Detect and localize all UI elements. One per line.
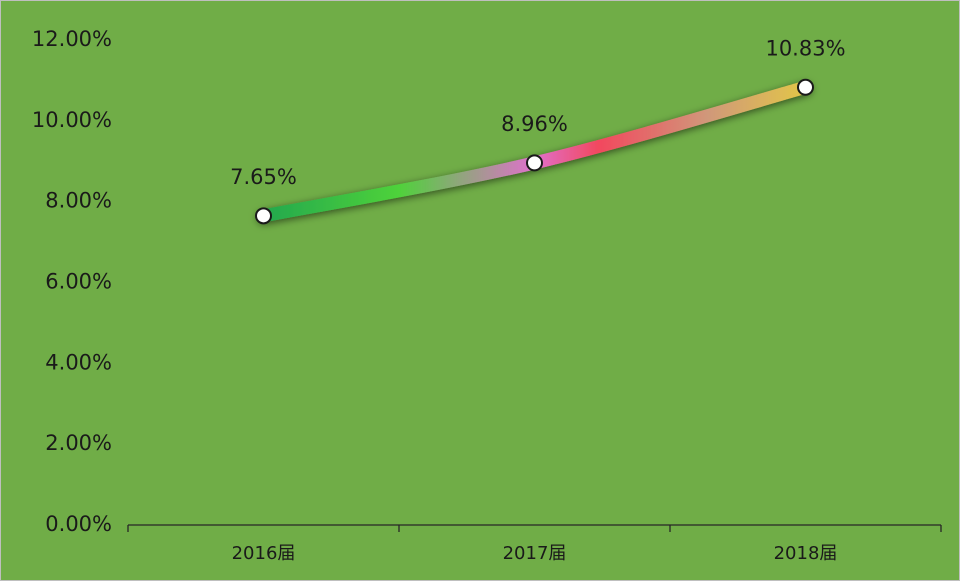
marker <box>255 207 272 225</box>
x-tick-label: 2016届 <box>232 543 296 564</box>
y-tick-label: 2.00% <box>45 431 112 455</box>
y-tick-label: 6.00% <box>45 270 112 294</box>
y-tick-label: 10.00% <box>32 108 112 132</box>
marker <box>797 78 814 96</box>
y-tick-label: 0.00% <box>45 512 112 536</box>
data-label: 7.65% <box>230 165 297 189</box>
y-tick-label: 8.00% <box>45 189 112 213</box>
x-tick-label: 2017届 <box>503 543 567 564</box>
marker <box>526 154 543 172</box>
y-tick-label: 4.00% <box>45 350 112 374</box>
data-label: 10.83% <box>765 36 845 60</box>
y-tick-label: 12.00% <box>32 27 112 51</box>
x-tick-label: 2018届 <box>774 543 838 564</box>
data-label: 8.96% <box>501 112 568 136</box>
